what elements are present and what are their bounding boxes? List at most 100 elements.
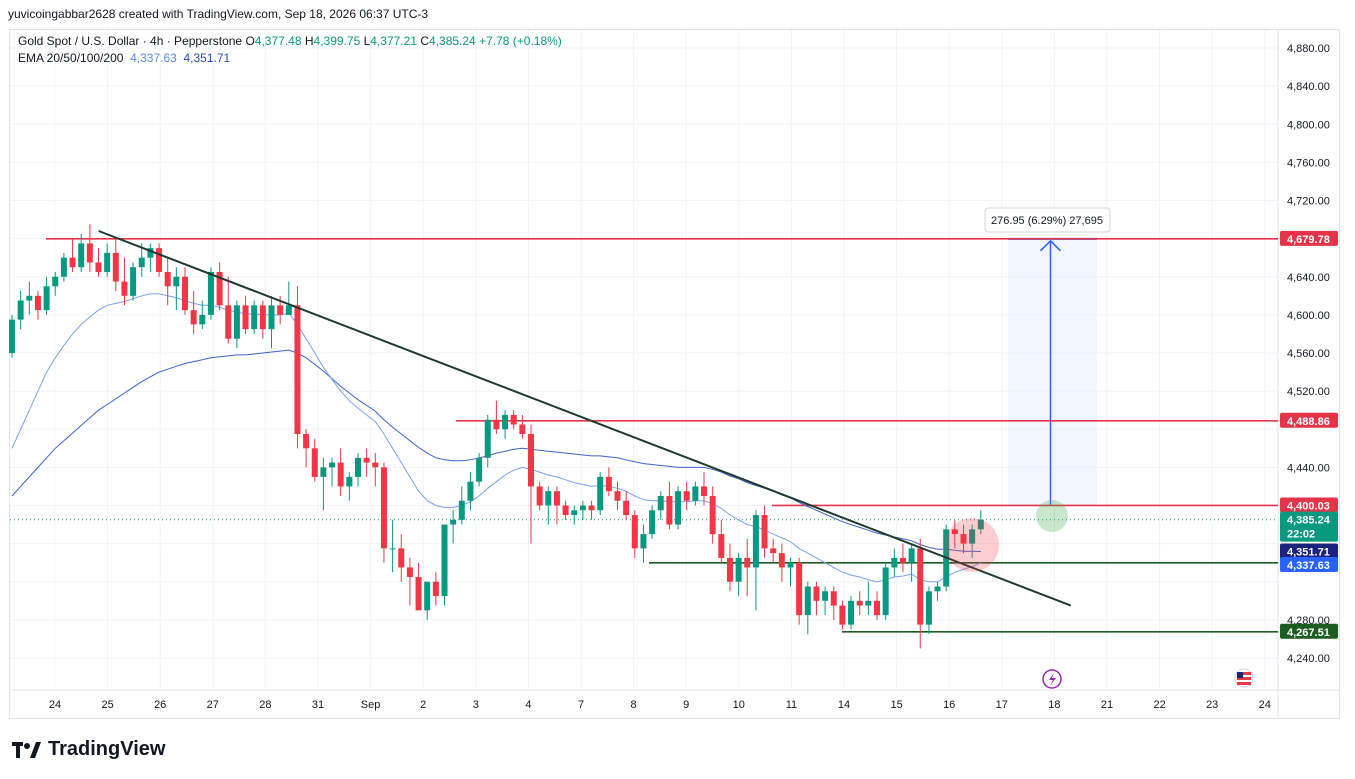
- candle-body: [969, 529, 976, 544]
- trend-line: [98, 230, 1072, 607]
- close-value: 4,385.24: [429, 34, 476, 48]
- candle-body: [329, 462, 336, 468]
- candle-body: [934, 586, 941, 592]
- candle-body: [778, 553, 785, 568]
- candle-body: [233, 305, 240, 339]
- tradingview-logo[interactable]: TradingView: [12, 738, 165, 761]
- candle-body: [337, 462, 344, 487]
- candle-body: [26, 295, 33, 301]
- candle-body: [182, 276, 188, 311]
- candle-body: [839, 605, 846, 625]
- candle-body: [173, 276, 180, 287]
- candle-body: [856, 600, 863, 606]
- ema-legend[interactable]: EMA 20/50/100/200 4,337.63 4,351.71: [18, 51, 230, 65]
- time-tick-label: 21: [1101, 699, 1113, 711]
- candle-body: [865, 600, 872, 606]
- candle-body: [78, 243, 85, 268]
- candle-body: [476, 457, 483, 482]
- candle-body: [640, 534, 647, 549]
- candle-body: [605, 476, 612, 492]
- level-price-tag: 4,267.51: [1287, 627, 1330, 639]
- ema-value-2: 4,351.71: [183, 51, 231, 65]
- candle-body: [389, 548, 396, 550]
- candle-body: [112, 252, 119, 282]
- candle-body: [631, 515, 638, 549]
- candle-body: [52, 276, 59, 287]
- price-tick-label: 4,640.00: [1287, 272, 1330, 284]
- candle-body: [398, 548, 405, 568]
- low-value: 4,377.21: [370, 34, 417, 48]
- time-tick-label: 8: [631, 699, 637, 711]
- measure-arrow-head: [1039, 239, 1062, 252]
- candle-body: [744, 557, 751, 568]
- candle-body: [752, 515, 759, 568]
- candle-body: [675, 491, 682, 525]
- price-tick-label: 4,600.00: [1287, 310, 1330, 322]
- price-tag: 4,337.63: [1287, 560, 1330, 572]
- candle-body: [225, 305, 232, 339]
- candle-body: [917, 548, 924, 625]
- candle-body: [562, 505, 569, 516]
- ema-value-1: 4,337.63: [130, 51, 177, 65]
- candle-body: [977, 519, 984, 530]
- price-tick-label: 4,520.00: [1287, 386, 1330, 398]
- time-tick-label: 28: [259, 699, 271, 711]
- candle-body: [813, 586, 820, 601]
- candle-body: [528, 434, 534, 487]
- candle-body: [156, 248, 163, 272]
- ema-slow-line: [11, 349, 981, 552]
- candle-body: [908, 548, 915, 563]
- symbol-legend[interactable]: Gold Spot / U.S. Dollar · 4h · Peppersto…: [18, 34, 562, 48]
- candle-body: [199, 314, 206, 325]
- candle-body: [147, 248, 154, 258]
- time-tick-label: 22: [1153, 699, 1165, 711]
- price-tick-label: 4,880.00: [1287, 43, 1330, 55]
- candle-body: [830, 591, 837, 606]
- candle-body: [104, 252, 111, 272]
- price-tag-bg: [1280, 543, 1338, 559]
- candles: [9, 224, 984, 649]
- candle-body: [242, 305, 249, 330]
- candle-body: [536, 486, 543, 506]
- candle-body: [60, 257, 67, 277]
- candle-body: [380, 467, 387, 549]
- time-tick-label: 18: [1048, 699, 1060, 711]
- candle-body: [571, 510, 578, 516]
- price-tick-label: 4,800.00: [1287, 119, 1330, 131]
- candle-body: [207, 271, 214, 315]
- candle-body: [432, 581, 439, 597]
- flag-stripe: [1237, 677, 1251, 680]
- candle-body: [597, 476, 604, 511]
- time-tick-label: 4: [525, 699, 531, 711]
- candle-body: [735, 557, 742, 582]
- level-price-tag: 4,679.78: [1287, 234, 1330, 246]
- open-value: 4,377.48: [254, 34, 302, 48]
- candle-body: [796, 562, 803, 616]
- symbol-title: Gold Spot / U.S. Dollar · 4h · Peppersto…: [18, 34, 243, 48]
- measure-label-box: [984, 207, 1111, 233]
- candle-body: [259, 305, 266, 330]
- candle-body: [320, 467, 327, 477]
- price-tick-label: 4,720.00: [1287, 196, 1330, 208]
- time-tick-label: 24: [49, 699, 61, 711]
- measure-box: [1008, 238, 1097, 506]
- level-price-tag: 4,488.86: [1287, 416, 1330, 428]
- ema-fast-line: [11, 293, 982, 583]
- close-label: C: [420, 34, 430, 48]
- price-tag-bg: [1280, 511, 1338, 542]
- candle-body: [770, 548, 777, 554]
- price-tick-label: 4,440.00: [1287, 462, 1330, 474]
- candle-body: [450, 519, 457, 525]
- candle-body: [588, 505, 595, 511]
- time-tick-label: 17: [996, 699, 1008, 711]
- candle-body: [718, 534, 725, 558]
- candle-body: [899, 557, 906, 563]
- level-price-tag: 4,400.03: [1287, 500, 1330, 512]
- candle-body: [216, 271, 223, 306]
- price-tick-label: 4,840.00: [1287, 81, 1330, 93]
- candle-body: [458, 500, 465, 520]
- candle-body: [69, 257, 76, 268]
- candle-body: [726, 557, 733, 582]
- candle-body: [822, 591, 829, 601]
